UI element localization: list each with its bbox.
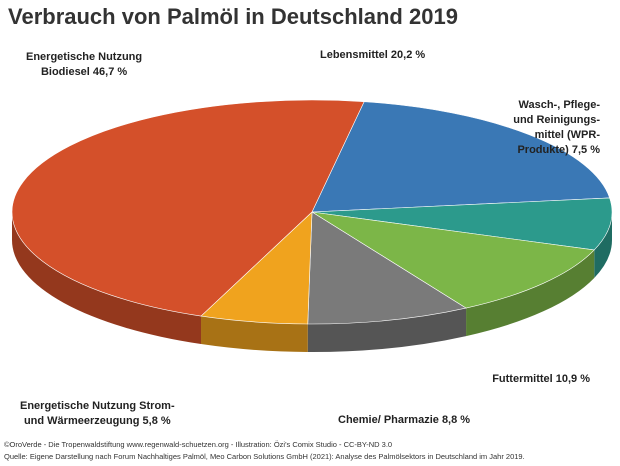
slice-side <box>594 212 612 278</box>
slice-label: Energetische Nutzung Strom- und Wärmeerz… <box>20 399 175 429</box>
slice <box>11 99 365 317</box>
value-label: 46,7 % <box>92 66 128 78</box>
credit: ©OroVerde - Die Tropenwaldstiftung www.r… <box>4 440 393 449</box>
slice-label: Chemie/ Pharmazie 8,8 % <box>338 413 470 428</box>
value-label: 20,2 % <box>390 49 426 61</box>
slice-side <box>307 308 467 352</box>
slice <box>311 101 611 213</box>
value-label: 8,8 % <box>441 414 471 426</box>
slice <box>311 211 595 309</box>
slice-label: Lebensmittel 20,2 % <box>320 48 425 63</box>
category-label: Chemie/ Pharmazie <box>338 414 439 426</box>
value-label: 5,8 % <box>142 415 171 427</box>
slice-label: Futtermittel 10,9 % <box>492 372 590 387</box>
category-label: Lebensmittel <box>320 49 388 61</box>
slice <box>307 211 467 325</box>
slice-side <box>12 212 202 345</box>
value-label: 10,9 % <box>555 373 590 385</box>
slice-label: Wasch-, Pflege- und Reinigungs- mittel (… <box>513 98 600 158</box>
source: Quelle: Eigene Darstellung nach Forum Na… <box>4 452 525 461</box>
slice-label: Energetische Nutzung Biodiesel 46,7 % <box>26 50 142 80</box>
category-label: Wasch-, Pflege- und Reinigungs- mittel (… <box>513 99 600 156</box>
chart-title: Verbrauch von Palmöl in Deutschland 2019 <box>8 4 458 29</box>
category-label: Energetische Nutzung Biodiesel <box>26 51 143 78</box>
slice <box>311 197 613 251</box>
slice-side <box>466 249 595 337</box>
value-label: 7,5 % <box>571 144 600 156</box>
category-label: Futtermittel <box>492 373 553 385</box>
category-label: Energetische Nutzung Strom- und Wärmeerz… <box>20 400 175 427</box>
slice-side <box>201 316 308 352</box>
